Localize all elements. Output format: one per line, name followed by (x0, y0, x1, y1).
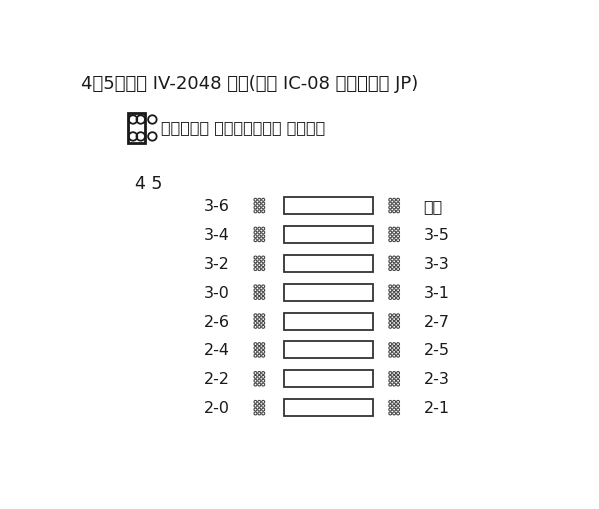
Text: 2-7: 2-7 (423, 314, 450, 329)
Text: 3-0: 3-0 (204, 285, 230, 300)
Text: 4 5: 4 5 (135, 175, 163, 193)
Text: 2-1: 2-1 (423, 401, 450, 415)
Bar (284, 197, 373, 215)
Text: 3-2: 3-2 (204, 257, 230, 271)
Text: 2-5: 2-5 (423, 343, 450, 358)
Bar (284, 400, 373, 416)
Text: 3-1: 3-1 (423, 285, 450, 300)
Text: 2-2: 2-2 (204, 372, 230, 386)
Bar (284, 256, 373, 272)
Text: 3-3: 3-3 (423, 257, 449, 271)
Bar (284, 342, 373, 359)
Bar (284, 284, 373, 301)
Text: 3-6: 3-6 (204, 199, 230, 214)
Text: ：大樓型， 由棕色線呼叫， 編號如下: ：大樓型， 由棕色線呼叫， 編號如下 (161, 120, 325, 135)
Text: 3-4: 3-4 (204, 228, 230, 242)
Text: 3-5: 3-5 (423, 228, 449, 242)
Bar (128, 114, 146, 144)
Text: 2-4: 2-4 (204, 343, 230, 358)
Text: 2-0: 2-0 (204, 401, 230, 415)
Bar (284, 313, 373, 330)
Text: 2-6: 2-6 (204, 314, 230, 329)
Text: 總機: 總機 (423, 199, 443, 214)
Bar (284, 227, 373, 243)
Text: 4、5：配合 IV-2048 使用(安裝 IC-08 才可短路此 JP): 4、5：配合 IV-2048 使用(安裝 IC-08 才可短路此 JP) (81, 75, 418, 93)
Bar (284, 371, 373, 387)
Text: 2-3: 2-3 (423, 372, 449, 386)
